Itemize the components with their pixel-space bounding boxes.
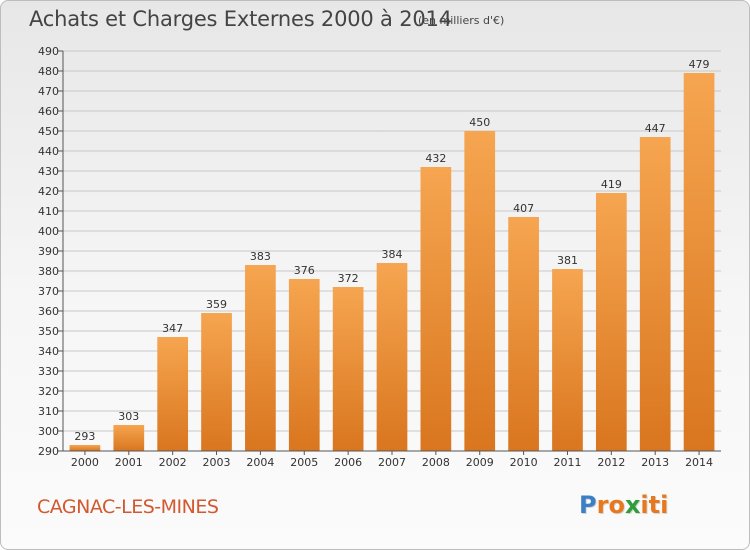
logo-letter: i: [660, 491, 669, 519]
y-tick-label: 420: [38, 185, 59, 198]
x-tick-label: 2010: [510, 456, 538, 469]
y-tick-label: 340: [38, 345, 59, 358]
bar: [376, 263, 408, 451]
logo-letter: r: [596, 491, 609, 519]
x-tick-label: 2008: [422, 456, 450, 469]
bar-value-label: 359: [206, 298, 227, 311]
bar-value-label: 432: [425, 152, 446, 165]
y-tick-label: 410: [38, 205, 59, 218]
x-axis: 2000 2001 2002 2003 2004 2005 2006 2007 2008 2009…: [63, 450, 721, 469]
y-tick-label: 380: [38, 265, 59, 278]
x-tick-label: 2011: [553, 456, 581, 469]
bar: [201, 313, 232, 451]
y-tick-label: 490: [38, 45, 59, 58]
bar: [288, 279, 320, 451]
bars: 293 303 347 359 383 376 372 384 432 450 407 381 419 4…: [69, 58, 715, 451]
bar-value-label: 347: [162, 322, 183, 335]
x-tick-label: 2003: [203, 456, 231, 469]
x-tick-label: 2000: [71, 456, 99, 469]
bar-value-label: 384: [382, 248, 403, 261]
logo-letter: i: [640, 491, 649, 519]
logo-letter: o: [608, 491, 625, 519]
x-tick-label: 2007: [378, 456, 406, 469]
y-tick-label: 430: [38, 165, 59, 178]
x-tick-label: 2009: [466, 456, 494, 469]
y-tick-label: 330: [38, 365, 59, 378]
bar: [464, 131, 496, 451]
y-tick-label: 300: [38, 425, 59, 438]
bar-value-label: 407: [513, 202, 534, 215]
bar-value-label: 450: [469, 116, 490, 129]
y-axis: 290 300 310 320 330 340 350 360 370 380 390 400 410 4…: [38, 45, 64, 458]
x-tick-label: 2002: [159, 456, 187, 469]
bar: [157, 337, 189, 451]
bar-value-label: 303: [118, 410, 139, 423]
bar-value-label: 372: [338, 272, 359, 285]
bar-value-label: 479: [689, 58, 710, 71]
bar: [332, 287, 364, 451]
x-tick-label: 2013: [641, 456, 669, 469]
chart-title: Achats et Charges Externes 2000 à 2014: [29, 7, 452, 31]
bar-value-label: 293: [74, 430, 95, 443]
bar-value-label: 419: [601, 178, 622, 191]
bar: [69, 445, 101, 451]
y-tick-label: 310: [38, 405, 59, 418]
y-tick-label: 320: [38, 385, 59, 398]
bar: [683, 73, 715, 451]
x-tick-label: 2005: [290, 456, 318, 469]
y-tick-label: 400: [38, 225, 59, 238]
bar: [245, 265, 276, 451]
x-tick-label: 2004: [246, 456, 274, 469]
chart-unit: (en milliers d'€): [418, 14, 505, 27]
y-tick-label: 480: [38, 65, 59, 78]
x-tick-label: 2014: [685, 456, 713, 469]
commune-name: CAGNAC-LES-MINES: [37, 496, 219, 518]
y-tick-label: 370: [38, 285, 59, 298]
bar: [420, 167, 452, 451]
y-tick-label: 460: [38, 105, 59, 118]
bar-value-label: 376: [294, 264, 315, 277]
logo-letter: t: [648, 491, 661, 519]
y-tick-label: 360: [38, 305, 59, 318]
bar-value-label: 383: [250, 250, 271, 263]
bar: [639, 137, 671, 451]
logo-letter: P: [579, 491, 597, 519]
bar: [508, 217, 539, 451]
y-tick-label: 440: [38, 145, 59, 158]
bar-value-label: 381: [557, 254, 578, 267]
y-tick-label: 470: [38, 85, 59, 98]
y-tick-label: 450: [38, 125, 59, 138]
x-tick-label: 2006: [334, 456, 362, 469]
bar: [595, 193, 627, 451]
y-tick-label: 290: [38, 445, 59, 458]
bar: [113, 425, 145, 451]
y-tick-label: 350: [38, 325, 59, 338]
y-tick-label: 390: [38, 245, 59, 258]
bar: [552, 269, 583, 451]
x-tick-label: 2012: [597, 456, 625, 469]
x-tick-label: 2001: [115, 456, 143, 469]
bar-value-label: 447: [645, 122, 666, 135]
proxiti-logo[interactable]: Proxiti: [579, 491, 668, 519]
logo-letter: x: [624, 491, 641, 519]
